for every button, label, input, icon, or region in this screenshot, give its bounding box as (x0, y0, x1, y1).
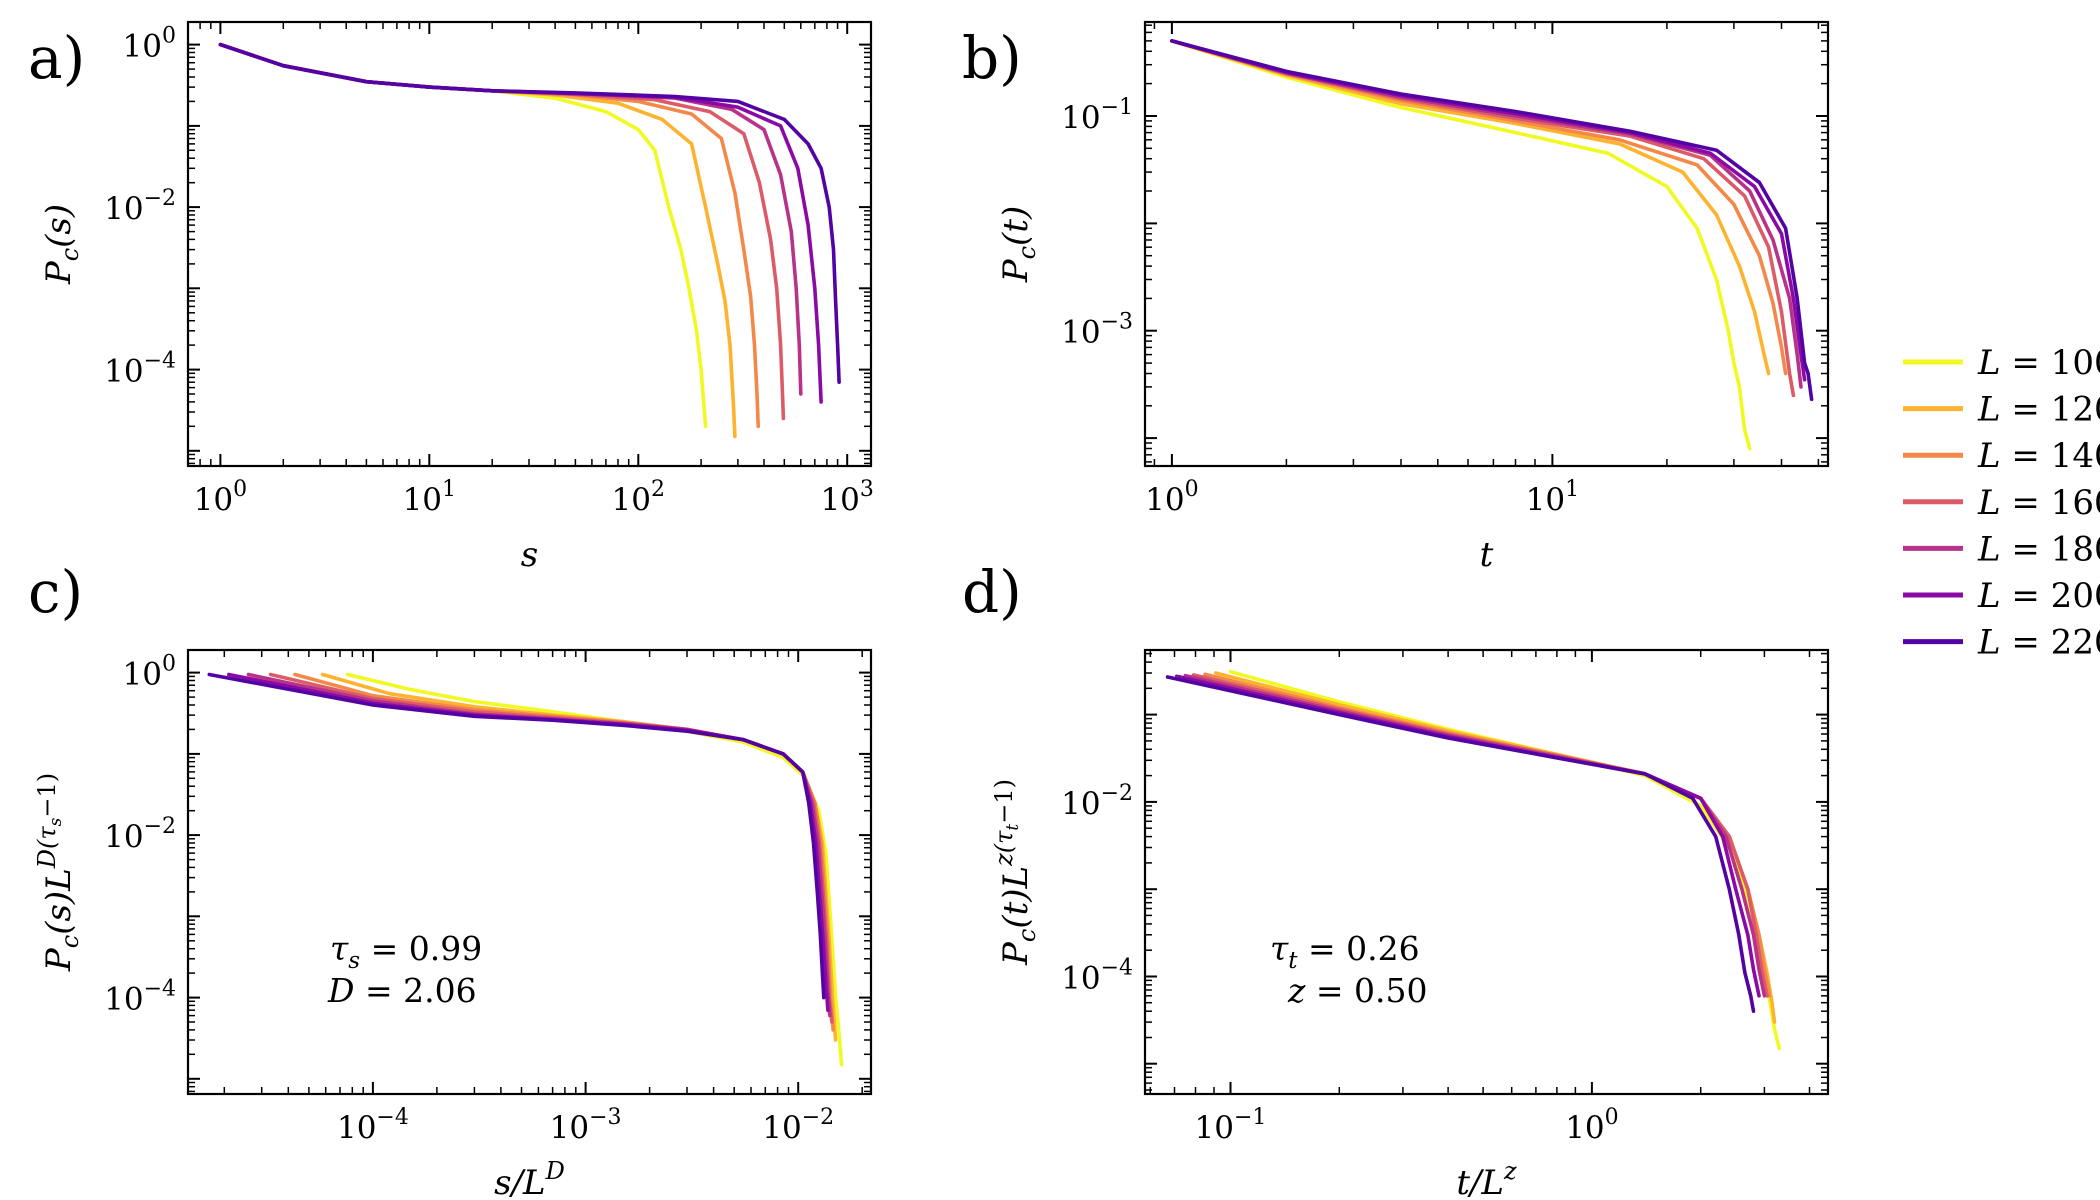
y-tick-label-c: 10−2 (104, 814, 176, 855)
y-tick-label-a: 10−4 (104, 349, 176, 390)
axes-frame-b (1143, 20, 1830, 468)
legend-label-100: L = 100 (1977, 343, 2100, 383)
legend-entry-180: L = 180 (1903, 529, 2100, 569)
legend-label-180: L = 180 (1977, 529, 2100, 569)
axes-frame-d (1143, 648, 1830, 1096)
annotation-tau-d: τt = 0.26 (1270, 929, 1420, 974)
legend-label-160: L = 160 (1977, 483, 2100, 523)
panel-label-d: d) (962, 558, 1022, 626)
panel-c: c) 10−4 10−3 10−2 100 10−2 10−4 s/LD Pc(s)LD(τs−… (28, 558, 873, 1200)
series-line-c-100 (345, 672, 844, 1067)
axes-frame-c (186, 648, 873, 1096)
y-axis-label-b: Pc(t) (996, 206, 1041, 284)
x-tick-label-c: 10−4 (337, 1105, 409, 1146)
annotation-tau-c: τs = 0.99 (330, 929, 482, 974)
x-axis-label-d: t/Lz (1456, 1157, 1517, 1200)
panel-label-a: a) (28, 24, 85, 92)
y-axis-label-a: Pc(s) (39, 204, 84, 285)
x-axis-label-a: s (521, 535, 538, 575)
ticks-b (1145, 22, 1828, 466)
legend-label-220: L = 220 (1977, 623, 2100, 663)
series-line-b-120 (1170, 39, 1771, 376)
legend-entry-100: L = 100 (1903, 343, 2100, 383)
series-line-a-220 (218, 42, 841, 385)
x-tick-label-b: 101 (1526, 477, 1579, 518)
x-tick-label-a: 100 (194, 477, 247, 518)
legend: L = 100 L = 120 L = 140 L = 160 L = 180 L = 2… (1903, 343, 2100, 663)
panels-group: a) 100 101 102 103 100 10−2 10−4 s Pc(s) b) 100 101 1… (28, 20, 1830, 1200)
series-group-d (1165, 669, 1782, 1051)
series-group-b (1170, 39, 1814, 451)
x-tick-label-d: 100 (1565, 1105, 1618, 1146)
y-tick-label-a: 10−2 (104, 186, 176, 227)
series-line-b-100 (1170, 39, 1752, 451)
x-tick-label-b: 100 (1145, 477, 1198, 518)
legend-entry-120: L = 120 (1903, 390, 2100, 430)
legend-label-200: L = 200 (1977, 576, 2100, 616)
series-line-c-220 (207, 672, 826, 1000)
legend-entry-140: L = 140 (1903, 436, 2100, 476)
y-tick-label-a: 100 (123, 24, 176, 65)
legend-entry-220: L = 220 (1903, 623, 2100, 663)
panel-d: d) 10−1 100 10−2 10−4 t/Lz Pc(t)Lz(τt−1) τt = 0… (962, 558, 1830, 1200)
y-tick-label-d: 10−4 (1061, 955, 1133, 996)
panel-label-b: b) (962, 24, 1022, 92)
y-axis-label-d: Pc(t)Lz(τt−1) (990, 779, 1041, 966)
y-axis-label-c: Pc(s)LD(τs−1) (33, 773, 84, 972)
legend-entry-200: L = 200 (1903, 576, 2100, 616)
x-axis-label-c: s/LD (494, 1157, 565, 1200)
annotation-second-c: D = 2.06 (327, 971, 477, 1010)
x-tick-label-c: 10−3 (550, 1105, 622, 1146)
x-tick-label-c: 10−2 (762, 1105, 834, 1146)
series-group-c (207, 672, 844, 1067)
ticks-c (188, 650, 871, 1094)
x-axis-label-b: t (1480, 535, 1494, 575)
panel-label-c: c) (28, 558, 83, 626)
panel-a: a) 100 101 102 103 100 10−2 10−4 s Pc(s) (28, 20, 874, 575)
series-line-d-220 (1165, 675, 1756, 1014)
x-tick-label-a: 103 (820, 477, 873, 518)
y-tick-label-b: 10−3 (1061, 310, 1133, 351)
x-tick-label-a: 102 (612, 477, 665, 518)
x-tick-label-d: 10−1 (1195, 1105, 1267, 1146)
legend-entry-160: L = 160 (1903, 483, 2100, 523)
y-tick-label-c: 100 (123, 652, 176, 693)
series-group-a (218, 42, 841, 439)
y-tick-label-d: 10−2 (1061, 781, 1133, 822)
panel-b: b) 100 101 10−1 10−3 t Pc(t) (962, 20, 1830, 575)
x-tick-label-a: 101 (403, 477, 456, 518)
series-line-b-220 (1170, 39, 1814, 402)
legend-label-140: L = 140 (1977, 436, 2100, 476)
annotation-second-d: z = 0.50 (1287, 971, 1428, 1010)
y-tick-label-c: 10−4 (104, 977, 176, 1018)
ticks-a (187, 22, 871, 466)
legend-label-120: L = 120 (1977, 390, 2100, 430)
y-tick-label-b: 10−1 (1061, 95, 1133, 136)
ticks-d (1145, 650, 1828, 1094)
